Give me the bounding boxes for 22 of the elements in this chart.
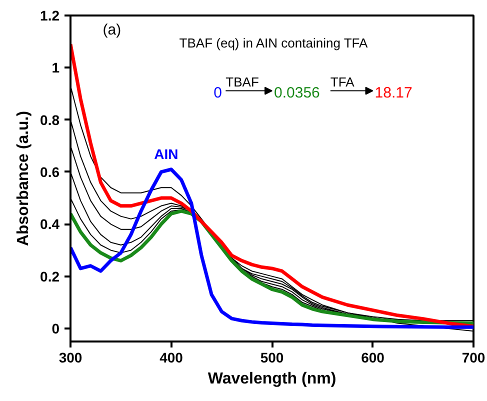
text: 18.17 — [374, 84, 412, 102]
y-tick-label: 0.6 — [40, 164, 60, 180]
annotation: (a) — [102, 22, 122, 39]
y-tick-label: 1 — [52, 60, 60, 76]
text: 0.0356 — [274, 84, 320, 102]
y-tick-label: 0.4 — [40, 216, 60, 232]
x-tick-label: 700 — [462, 350, 486, 366]
y-tick-label: 1.2 — [40, 8, 60, 24]
x-tick-label: 400 — [160, 350, 184, 366]
annotation: AIN — [154, 146, 178, 162]
y-tick-label: 0.8 — [40, 112, 60, 128]
text: 0 — [214, 84, 222, 102]
y-tick-label: 0 — [52, 320, 60, 336]
x-tick-label: 300 — [58, 350, 82, 366]
x-tick-label: 600 — [361, 350, 385, 366]
x-tick-label: 500 — [260, 350, 284, 366]
annotation: TBAF (eq) in AIN containing TFA — [179, 36, 368, 51]
y-axis-title: Absorbance (a.u.) — [15, 110, 32, 246]
y-tick-label: 0.2 — [40, 268, 60, 284]
annotation: TBAF — [226, 74, 259, 90]
x-axis-title: Wavelength (nm) — [208, 370, 336, 388]
annotation: TFA — [330, 74, 355, 90]
